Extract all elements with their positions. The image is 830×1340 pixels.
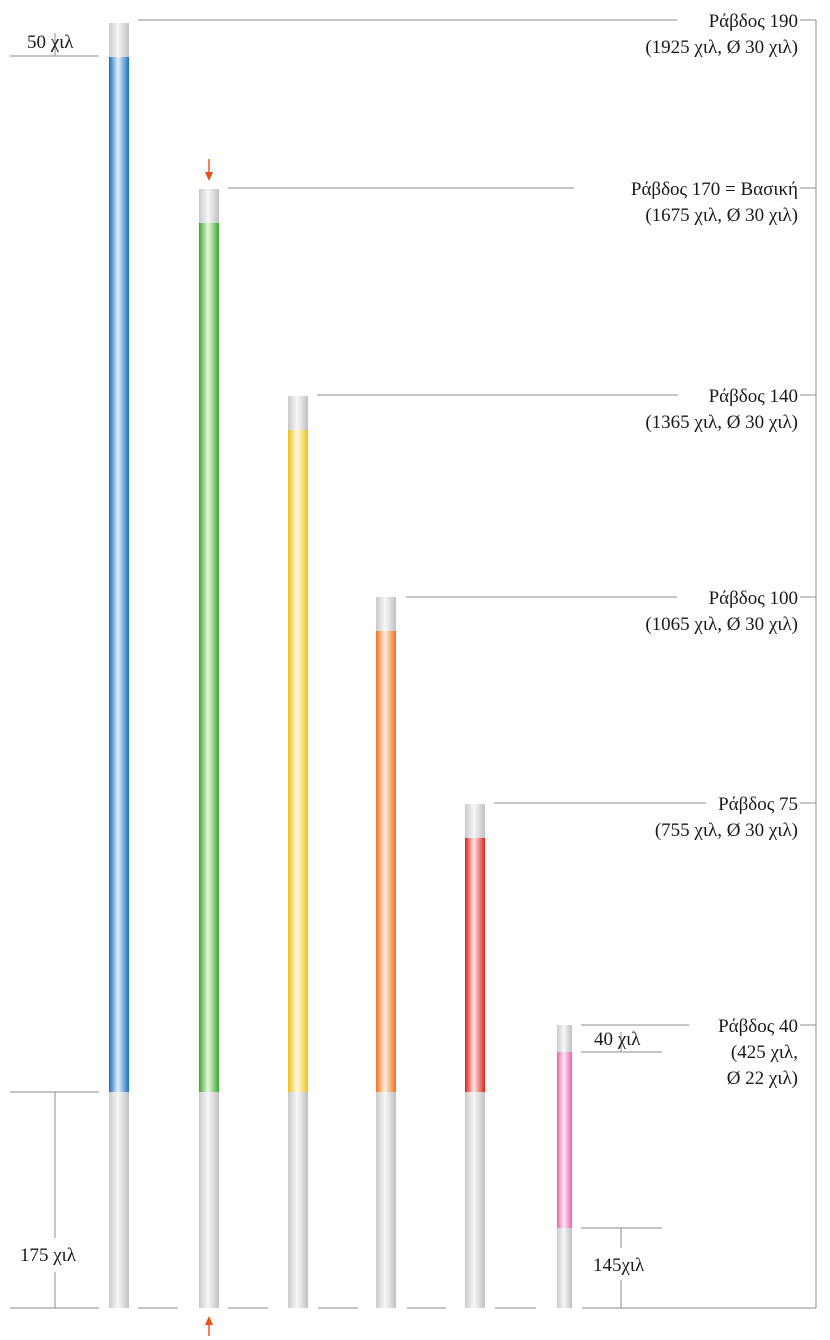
rod-140-colored-section xyxy=(288,430,308,1092)
rod-75-name: Ράβδος 75 xyxy=(718,794,798,815)
rod-100-name: Ράβδος 100 xyxy=(709,588,798,609)
rod-75-colored-section xyxy=(465,838,485,1092)
rod-40-spec-line-2: Ø 22 χιλ) xyxy=(727,1068,798,1089)
rod-170-bottom-cap xyxy=(199,1092,219,1308)
rod-75-spec: (755 χιλ, Ø 30 χιλ) xyxy=(655,820,798,841)
rod-140-bottom-cap xyxy=(288,1092,308,1308)
dimension-top-cap xyxy=(10,33,99,57)
rod-100-colored-section xyxy=(376,631,396,1092)
rod-75-bottom-cap xyxy=(465,1092,485,1308)
rod-170-top-cap xyxy=(199,189,219,224)
rod-40-spec-line-1: (425 χιλ, xyxy=(731,1042,798,1063)
rod-170-spec: (1675 χιλ, Ø 30 χιλ) xyxy=(645,205,798,226)
rod-170 xyxy=(199,187,816,1308)
rod-100 xyxy=(376,596,816,1308)
rod-140-top-cap xyxy=(288,396,308,431)
arrow-down-icon xyxy=(205,159,213,181)
rod-190-top-cap xyxy=(109,23,129,58)
rod-140-name: Ράβδος 140 xyxy=(709,386,798,407)
bottom-cap-dimension-label: 175 χιλ xyxy=(20,1245,77,1266)
rod-170-name: Ράβδος 170 = Βασική xyxy=(631,179,798,200)
rod-40 xyxy=(557,1024,816,1308)
top-cap-dimension-label: 50 χιλ xyxy=(27,32,74,53)
small-bottom-cap-dimension-label: 145χιλ xyxy=(593,1255,645,1276)
dimension-small-bottom-cap xyxy=(581,1227,662,1308)
rod-100-spec: (1065 χιλ, Ø 30 χιλ) xyxy=(645,614,798,635)
dimension-bottom-cap xyxy=(10,1091,99,1308)
rod-140-spec: (1365 χιλ, Ø 30 χιλ) xyxy=(645,412,798,433)
rod-40-colored-section xyxy=(557,1052,572,1228)
rod-75-top-cap xyxy=(465,804,485,839)
rod-100-bottom-cap xyxy=(376,1092,396,1308)
small-top-cap-dimension-label: 40 χιλ xyxy=(594,1029,641,1050)
rod-190-spec: (1925 χιλ, Ø 30 χιλ) xyxy=(645,37,798,58)
rod-140 xyxy=(288,394,816,1308)
rod-100-top-cap xyxy=(376,597,396,632)
rod-190-colored-section xyxy=(109,57,129,1092)
rod-75 xyxy=(465,802,816,1308)
rod-190-bottom-cap xyxy=(109,1092,129,1308)
rod-190 xyxy=(109,19,816,1308)
dimension-small-top-cap xyxy=(581,1032,662,1053)
rod-190-name: Ράβδος 190 xyxy=(709,11,798,32)
rod-40-name: Ράβδος 40 xyxy=(718,1016,798,1037)
rod-40-bottom-cap xyxy=(557,1228,572,1308)
arrow-up-icon xyxy=(205,1316,213,1336)
rod-40-top-cap xyxy=(557,1025,572,1053)
rod-170-colored-section xyxy=(199,223,219,1092)
